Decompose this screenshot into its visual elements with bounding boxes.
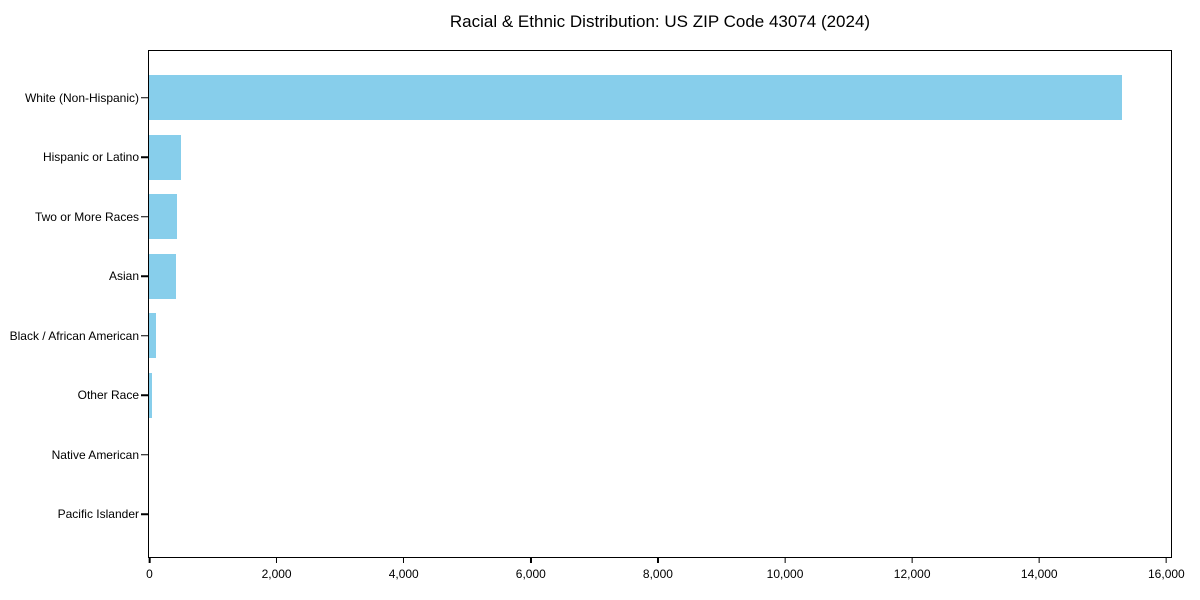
bar	[149, 313, 156, 359]
x-axis-ticks: 0 2,000 4,000 6,000 8,000 10,000 12,000 14,000 1…	[146, 558, 1185, 592]
x-axis-tick: 4,000	[389, 558, 419, 581]
x-axis-tick-mark	[530, 558, 532, 563]
bars-container: White (Non-Hispanic) Hispanic or Latino Tw…	[10, 51, 1171, 557]
category-label: Black / African American	[9, 328, 139, 343]
bar-row: Pacific Islander	[58, 485, 1171, 545]
x-axis-tick-mark	[911, 558, 913, 563]
x-axis-tick-mark	[1165, 558, 1168, 563]
x-axis-tick: 12,000	[893, 558, 931, 581]
x-axis-tick: 2,000	[262, 558, 292, 581]
x-axis-tick: 0	[146, 558, 153, 581]
x-axis-tick: 8,000	[643, 558, 673, 581]
x-axis-tick-mark	[275, 558, 278, 563]
bar	[149, 372, 152, 418]
x-axis-tick-mark	[784, 558, 786, 563]
x-axis-tick-mark	[148, 558, 151, 563]
x-axis-tick: 6,000	[516, 558, 546, 581]
chart-title: Racial & Ethnic Distribution: US ZIP Cod…	[449, 12, 871, 31]
bar-row: Asian	[109, 247, 1171, 307]
category-label: Hispanic or Latino	[42, 150, 139, 165]
bar	[149, 194, 178, 240]
category-label: Asian	[108, 269, 139, 284]
x-axis-tick-label: 2,000	[261, 567, 292, 581]
bar-row: Native American	[52, 425, 1171, 485]
y-axis-tick-mark	[140, 454, 148, 456]
bar	[149, 134, 182, 180]
y-axis-tick-mark	[140, 394, 148, 396]
x-axis-tick-label: 6,000	[515, 567, 546, 581]
x-axis-tick-label: 10,000	[766, 567, 804, 581]
x-axis-tick-label: 8,000	[642, 567, 673, 581]
y-axis-tick-mark	[140, 335, 148, 337]
bar-row: Black / African American	[10, 306, 1171, 366]
category-label: Native American	[51, 447, 139, 462]
bar-row: Hispanic or Latino	[43, 128, 1171, 188]
bar	[149, 253, 176, 299]
bar-row: White (Non-Hispanic)	[25, 68, 1171, 128]
x-axis-tick-label: 0	[146, 567, 153, 581]
y-axis-tick-mark	[140, 275, 148, 277]
category-label: White (Non-Hispanic)	[24, 90, 139, 105]
x-axis-tick: 16,000	[1148, 558, 1185, 581]
y-axis-tick-mark	[140, 97, 148, 99]
x-axis-tick-label: 12,000	[893, 567, 931, 581]
x-axis-tick-mark	[402, 558, 405, 563]
category-label: Two or More Races	[34, 209, 139, 224]
bar-row: Two or More Races	[35, 187, 1171, 247]
x-axis-tick-label: 14,000	[1020, 567, 1058, 581]
x-axis-tick-mark	[1038, 558, 1040, 563]
y-axis-tick-mark	[140, 216, 148, 218]
y-axis-tick-mark	[140, 156, 148, 158]
x-axis-tick: 10,000	[766, 558, 804, 581]
x-axis-tick-mark	[657, 558, 659, 563]
x-axis-tick: 14,000	[1021, 558, 1058, 581]
category-label: Pacific Islander	[57, 507, 139, 522]
plot-area: White (Non-Hispanic) Hispanic or Latino Tw…	[10, 50, 1172, 558]
category-label: Other Race	[77, 388, 139, 403]
bar-row: Other Race	[78, 366, 1171, 426]
y-axis-tick-mark	[140, 513, 148, 515]
x-axis-tick-label: 16,000	[1148, 567, 1185, 581]
x-axis-tick-label: 4,000	[388, 567, 419, 581]
bar	[149, 75, 1122, 121]
